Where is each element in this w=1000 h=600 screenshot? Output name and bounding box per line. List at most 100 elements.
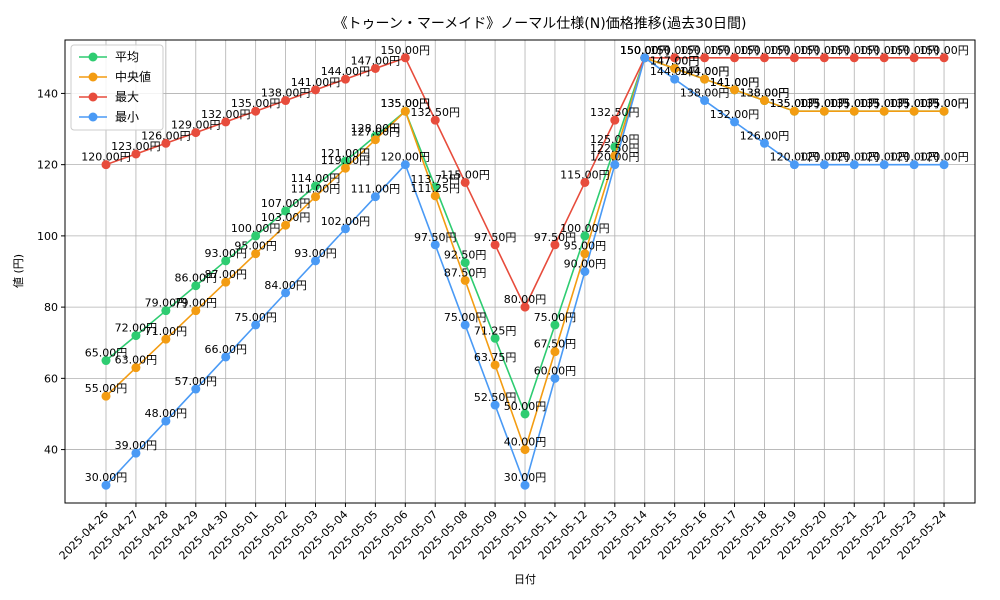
data-label: 111.00円 [351,183,401,196]
data-point [370,135,380,145]
data-point [281,288,291,298]
data-label: 144.00円 [680,65,730,78]
data-point [221,352,231,362]
data-label: 126.00円 [141,129,191,142]
y-tick-label: 80 [44,301,58,314]
data-point [849,106,859,116]
data-label: 30.00円 [85,471,128,484]
data-point [730,53,740,63]
data-point [101,480,111,490]
data-label: 30.00円 [504,471,547,484]
data-label: 129.00円 [171,119,221,132]
data-label: 75.00円 [234,311,277,324]
data-label: 135.00円 [919,97,969,110]
data-label: 72.00円 [115,322,158,335]
data-label: 79.00円 [145,297,188,310]
data-point [490,240,500,250]
data-point [430,115,440,125]
data-point [340,163,350,173]
data-point [610,160,620,170]
data-label: 63.75円 [474,351,517,364]
data-point [819,160,829,170]
data-point [340,224,350,234]
data-label: 55.00円 [85,382,128,395]
data-label: 120.00円 [919,151,969,164]
data-label: 132.00円 [201,108,251,121]
data-point [640,53,650,63]
data-label: 150.00円 [800,44,850,57]
data-label: 150.00円 [680,44,730,57]
data-point [281,96,291,106]
data-label: 138.00円 [740,87,790,100]
data-label: 138.00円 [740,87,790,100]
data-label: 71.25円 [474,324,517,337]
data-label: 121.00円 [321,147,371,160]
data-point [191,306,201,316]
data-label: 135.00円 [800,97,850,110]
data-label: 120.00円 [770,151,820,164]
data-point [550,347,560,357]
data-point [311,256,321,266]
data-label: 141.00円 [710,76,760,89]
data-point [909,106,919,116]
data-point [490,333,500,343]
data-point [939,53,949,63]
data-point [101,391,111,401]
data-point [819,106,829,116]
data-point [789,106,799,116]
data-point [311,181,321,191]
plot-frame [64,39,976,504]
data-label: 120.00円 [800,151,850,164]
data-point [221,256,231,266]
data-label: 135.00円 [830,97,880,110]
data-label: 71.00円 [145,325,188,338]
data-point [430,191,440,201]
data-point [131,149,141,159]
chart-title: 《トゥーン・マーメイド》ノーマル仕様(N)価格推移(過去30日間) [334,16,747,32]
data-point [550,320,560,330]
data-point [879,53,889,63]
data-point [700,53,710,63]
y-tick-label: 140 [37,87,58,100]
data-label: 132.00円 [710,108,760,121]
data-point [161,334,171,344]
y-tick-label: 120 [37,159,58,172]
data-label: 39.00円 [115,439,158,452]
data-label: 67.50円 [534,338,577,351]
data-point [131,331,141,341]
data-label: 147.00円 [650,54,700,67]
data-point [670,74,680,84]
data-label: 138.00円 [680,87,730,100]
data-point [550,240,560,250]
data-point [430,240,440,250]
data-label: 128.00円 [351,122,401,135]
data-label: 150.00円 [919,44,969,57]
data-label: 144.00円 [321,65,371,78]
data-label: 86.00円 [175,272,218,285]
y-tick-label: 40 [44,444,58,457]
data-point [131,448,141,458]
data-point [400,53,410,63]
data-label: 127.00円 [351,126,401,139]
data-label: 40.00円 [504,436,547,449]
data-label: 120.00円 [81,151,131,164]
data-point [281,220,291,230]
series-layer [101,53,949,490]
data-label: 126.00円 [740,129,790,142]
data-point [700,74,710,84]
data-label: 125.00円 [590,133,640,146]
data-label: 135.00円 [859,97,909,110]
data-label: 65.00円 [85,347,128,360]
data-label: 79.00円 [175,297,218,310]
data-point [580,249,590,259]
data-label: 150.00円 [620,44,670,57]
data-label: 120.00円 [889,151,939,164]
data-point [400,160,410,170]
data-point [340,74,350,84]
legend-label: 最小 [115,110,139,124]
data-point [340,156,350,166]
data-point [460,258,470,268]
